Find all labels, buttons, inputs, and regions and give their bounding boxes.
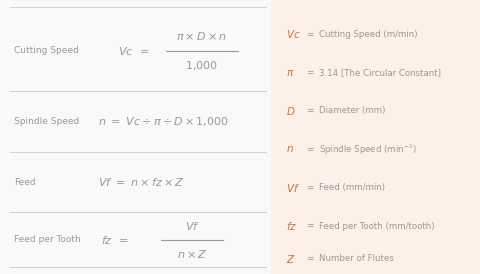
Text: $Vf$: $Vf$ [184, 219, 200, 232]
Text: Cutting Speed (m/min): Cutting Speed (m/min) [319, 30, 418, 39]
Text: $Vc$: $Vc$ [286, 28, 300, 40]
Text: $fz\/$$\ =$: $fz\/$$\ =$ [101, 234, 128, 246]
Text: $n \times Z$: $n \times Z$ [177, 248, 207, 260]
Text: =: = [306, 107, 313, 115]
Text: $D$: $D$ [286, 105, 295, 117]
Text: Feed per Tooth (mm/tooth): Feed per Tooth (mm/tooth) [319, 222, 435, 230]
Text: $Vf$: $Vf$ [286, 182, 300, 194]
Text: Number of Flutes: Number of Flutes [319, 255, 394, 263]
Text: Diameter (mm): Diameter (mm) [319, 107, 385, 115]
Text: Feed: Feed [14, 178, 36, 187]
Text: Feed (mm/min): Feed (mm/min) [319, 183, 385, 192]
Text: =: = [306, 255, 313, 263]
Text: =: = [306, 30, 313, 39]
Text: $fz$: $fz$ [286, 220, 297, 232]
FancyBboxPatch shape [271, 0, 480, 274]
Text: Spindle Speed (min$^{-1}$): Spindle Speed (min$^{-1}$) [319, 142, 417, 156]
Text: $\pi$: $\pi$ [286, 68, 294, 78]
Text: $Z$: $Z$ [286, 253, 295, 265]
Text: =: = [306, 68, 313, 77]
Text: =: = [306, 183, 313, 192]
Text: Cutting Speed: Cutting Speed [14, 46, 79, 55]
Text: =: = [306, 145, 313, 154]
Text: $Vc\/$$\ =$: $Vc\/$$\ =$ [118, 45, 149, 57]
Text: $n\ =\ Vc \div \pi \div D \times 1{,}000$: $n\ =\ Vc \div \pi \div D \times 1{,}000… [98, 115, 229, 129]
Text: Feed per Tooth: Feed per Tooth [14, 235, 81, 244]
Text: Spindle Speed: Spindle Speed [14, 118, 80, 126]
Text: 3.14 [The Circular Constant]: 3.14 [The Circular Constant] [319, 68, 441, 77]
Text: $1{,}000$: $1{,}000$ [185, 59, 218, 72]
Text: $n$: $n$ [286, 144, 293, 154]
Text: $\pi \times D \times n$: $\pi \times D \times n$ [176, 30, 227, 42]
Text: $Vf\ =\ n \times fz \times Z$: $Vf\ =\ n \times fz \times Z$ [98, 176, 185, 188]
Text: =: = [306, 222, 313, 230]
